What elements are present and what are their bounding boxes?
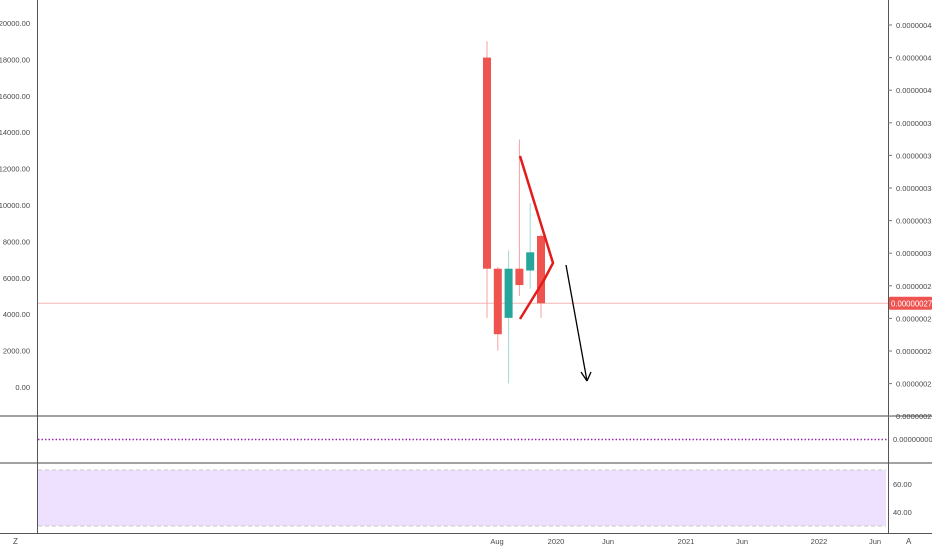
- left-axis-tick-label: 14000.00: [0, 128, 30, 137]
- left-price-axis[interactable]: 20000.00 18000.00 16000.00 14000.00 12000.00…: [0, 19, 30, 392]
- right-axis-tick-label: 0.00000036: [896, 151, 932, 160]
- rsi-axis-tick-40: 40.00: [893, 508, 912, 517]
- right-axis-tick-label: 0.00000024: [896, 347, 932, 356]
- time-axis-tick-label: 2021: [678, 537, 695, 546]
- right-axis-tick-label: 0.00000040: [896, 86, 932, 95]
- right-axis-tick-label: 0.00000028: [896, 282, 932, 291]
- left-axis-tick-label: 0.00: [15, 383, 30, 392]
- left-axis-tick-label: 10000.00: [0, 201, 30, 210]
- volume-axis-tick: 0.00000000: [893, 435, 932, 444]
- candle-body: [504, 268, 513, 318]
- left-axis-tick-label: 18000.00: [0, 55, 30, 64]
- left-axis-tick-label: 20000.00: [0, 19, 30, 28]
- candle[interactable]: [493, 266, 502, 351]
- time-axis-tick-label: Jun: [736, 537, 748, 546]
- left-axis-tick-label: 6000.00: [3, 274, 30, 283]
- right-axis-tick-label: 0.00000022: [896, 380, 932, 389]
- current-price-badge: 0.00000027: [889, 296, 932, 310]
- candle[interactable]: [526, 203, 535, 289]
- candle-body: [526, 252, 535, 271]
- candles-series[interactable]: [483, 41, 545, 384]
- time-axis-tick-label: Aug: [490, 537, 503, 546]
- right-axis-tick-label: 0.00000032: [896, 217, 932, 226]
- candle[interactable]: [504, 250, 513, 384]
- time-axis-tick-label: Jun: [602, 537, 614, 546]
- rsi-band: [38, 470, 886, 526]
- right-axis-tick-label: 0.00000030: [896, 249, 932, 258]
- candle[interactable]: [483, 41, 491, 318]
- candle[interactable]: [537, 234, 545, 318]
- time-axis-tick-label: 2020: [548, 537, 565, 546]
- right-axis-tick-label: 0.00000034: [896, 184, 932, 193]
- candle[interactable]: [515, 139, 524, 296]
- right-axis-tick-label: 0.00000026: [896, 314, 932, 323]
- triangle-pattern-drawing[interactable]: [518, 155, 555, 320]
- right-axis-tick-label: 0.00000042: [896, 54, 932, 63]
- time-axis-tick-label: 2022: [811, 537, 828, 546]
- left-axis-tick-label: 2000.00: [3, 347, 30, 356]
- down-arrow-drawing[interactable]: [565, 264, 592, 382]
- left-axis-tick-label: 8000.00: [3, 237, 30, 246]
- time-axis[interactable]: Aug 2020 Jun 2021 Jun 2022 Jun: [490, 537, 881, 546]
- left-axis-tick-label: 16000.00: [0, 92, 30, 101]
- right-axis-tick-label: 0.00000020: [896, 412, 932, 421]
- right-axis-tick-label: 0.00000038: [896, 119, 932, 128]
- auto-scale-button[interactable]: A: [906, 537, 912, 546]
- candle-body: [493, 268, 502, 335]
- candle-body: [483, 57, 491, 269]
- candle-body: [537, 235, 545, 304]
- left-axis-tick-label: 12000.00: [0, 165, 30, 174]
- left-axis-tick-label: 4000.00: [3, 310, 30, 319]
- rsi-axis-tick-60: 60.00: [893, 480, 912, 489]
- time-axis-tick-label: Jun: [869, 537, 881, 546]
- current-price-label: 0.00000027: [891, 299, 932, 308]
- zoom-button[interactable]: Z: [13, 537, 18, 546]
- right-price-axis[interactable]: 0.00000044 0.00000042 0.00000040 0.00000038…: [888, 21, 932, 421]
- candle-body: [515, 268, 524, 286]
- right-axis-tick-label: 0.00000044: [896, 21, 932, 30]
